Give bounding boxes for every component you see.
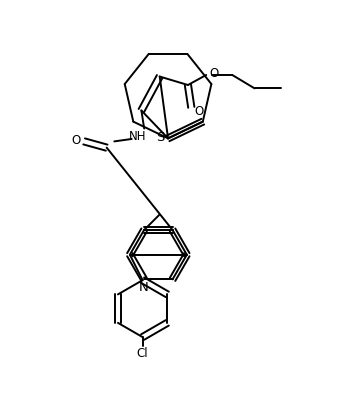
Text: O: O xyxy=(194,105,204,118)
Text: NH: NH xyxy=(129,130,147,143)
Text: N: N xyxy=(139,281,149,294)
Text: O: O xyxy=(209,67,218,79)
Text: Cl: Cl xyxy=(137,346,148,359)
Text: S: S xyxy=(156,131,164,144)
Text: O: O xyxy=(72,134,81,147)
